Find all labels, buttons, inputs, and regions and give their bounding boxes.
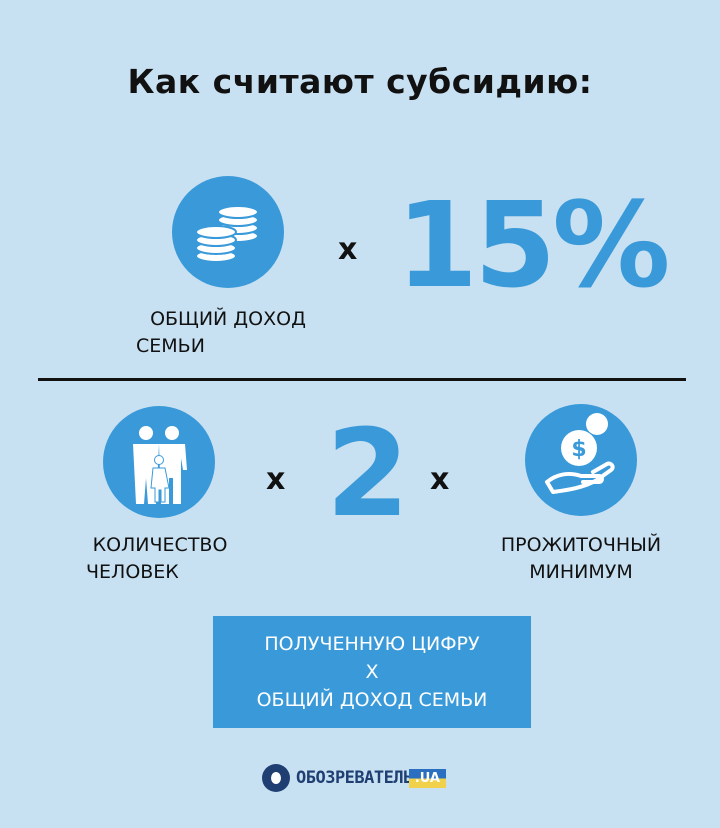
result-box: ПОЛУЧЕННУЮ ЦИФРУ Х ОБЩИЙ ДОХОД СЕМЬИ: [213, 616, 531, 728]
page-title: Как считают субсидию:: [127, 62, 593, 101]
multiplier-value: 2: [326, 405, 410, 544]
globe-icon: [262, 764, 290, 792]
label-line: ЧЕЛОВЕК: [86, 561, 179, 583]
result-line: ОБЩИЙ ДОХОД СЕМЬИ: [256, 689, 488, 711]
label-line: КОЛИЧЕСТВО: [92, 534, 228, 556]
result-line: ПОЛУЧЕННУЮ ЦИФРУ: [264, 633, 480, 655]
coins-icon: [172, 176, 284, 288]
label-line: ОБЩИЙ ДОХОД: [150, 308, 306, 330]
multiply-sign: x: [266, 462, 286, 497]
multiply-sign: x: [430, 462, 450, 497]
divider: [38, 378, 686, 381]
subsistence-minimum-label: ПРОЖИТОЧНЫЙ МИНИМУМ: [470, 532, 692, 586]
label-line: ПРОЖИТОЧНЫЙ: [500, 534, 662, 556]
obozrevatel-logo: ОБОЗРЕВАТЕЛЬ .UA: [262, 762, 446, 794]
logo-text: ОБОЗРЕВАТЕЛЬ: [296, 768, 413, 788]
label-line: МИНИМУМ: [529, 561, 633, 583]
svg-text:$: $: [571, 437, 586, 462]
label-line: СЕМЬИ: [136, 335, 205, 357]
family-icon: [103, 406, 215, 518]
total-income-label: ОБЩИЙ ДОХОД СЕМЬИ: [110, 306, 346, 360]
percentage-value: 15%: [396, 176, 670, 314]
logo-suffix: .UA: [408, 768, 446, 788]
result-line: Х: [365, 661, 379, 683]
multiply-sign: x: [338, 232, 358, 267]
people-count-label: КОЛИЧЕСТВО ЧЕЛОВЕК: [60, 532, 260, 586]
hand-coin-icon: $: [525, 404, 637, 516]
